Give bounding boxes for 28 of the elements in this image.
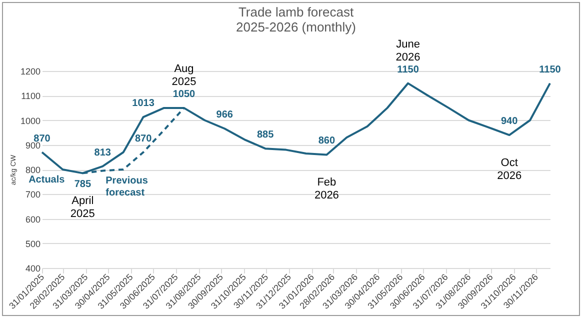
series-label: Previous forecast	[106, 176, 148, 199]
chart-subtitle: 2025-2026 (monthly)	[236, 19, 356, 34]
y-tick-label: 600	[25, 214, 40, 224]
annotation: Aug 2025	[172, 62, 196, 88]
y-tick-label: 1200	[20, 66, 40, 76]
data-label: 870	[134, 133, 152, 144]
data-label: 940	[500, 116, 518, 128]
data-label: 1013	[132, 98, 155, 110]
data-label: 1150	[397, 64, 420, 76]
data-label: 885	[256, 130, 274, 141]
y-tick-label: 400	[25, 264, 40, 274]
y-tick-label: 1100	[21, 91, 40, 102]
data-label: 1050	[172, 88, 196, 100]
annotation: Oct 2026	[497, 157, 522, 182]
data-label: 966	[216, 110, 234, 121]
y-tick-label: 1000	[20, 116, 40, 126]
annotation: April 2025	[70, 195, 95, 220]
chart-title: Trade lamb forecast	[238, 4, 354, 20]
y-tick-label: 700	[25, 190, 40, 200]
annotation: June 2026	[396, 38, 420, 64]
data-label: 785	[74, 179, 92, 190]
data-label: 1150	[539, 64, 562, 76]
series-label: Actuals	[28, 174, 66, 186]
y-tick-label: 800	[25, 165, 40, 175]
annotation: Feb 2026	[314, 176, 339, 202]
y-tick-label: 500	[25, 238, 40, 249]
data-label: 813	[94, 147, 112, 158]
data-label: 860	[318, 136, 336, 147]
